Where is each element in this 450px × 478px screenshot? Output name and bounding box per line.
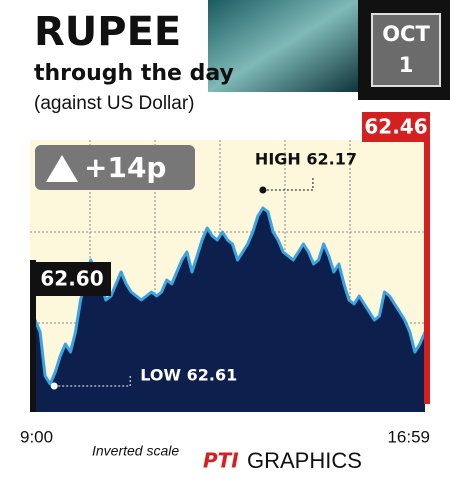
high-label: HIGH 62.17 [255,150,357,169]
up-arrow [46,155,78,182]
date-day: 1 [399,53,414,77]
source-name: GRAPHICS [247,448,362,473]
header-image [208,0,358,92]
chart-title: RUPEE [34,9,181,55]
start-bar [30,260,36,412]
date-month: OCT [382,22,430,46]
low-label: LOW 62.61 [140,366,237,385]
start-box [33,262,111,296]
start-label: 62.60 [40,267,103,291]
end-label: 62.46 [364,115,427,139]
x-tick-label: 16:59 [387,427,430,446]
chart-subtitle: through the day [34,61,234,86]
x-tick-label: 9:00 [20,427,53,446]
chart-note: (against US Dollar) [34,93,195,114]
date-box [371,13,441,87]
scale-note: Inverted scale [92,443,179,459]
high-leader [262,178,314,191]
end-box [362,112,430,142]
change-label: +14p [84,151,166,184]
source-logo: PTI [203,449,239,473]
area [35,208,425,412]
low-leader [54,376,131,387]
end-bar [424,112,430,404]
